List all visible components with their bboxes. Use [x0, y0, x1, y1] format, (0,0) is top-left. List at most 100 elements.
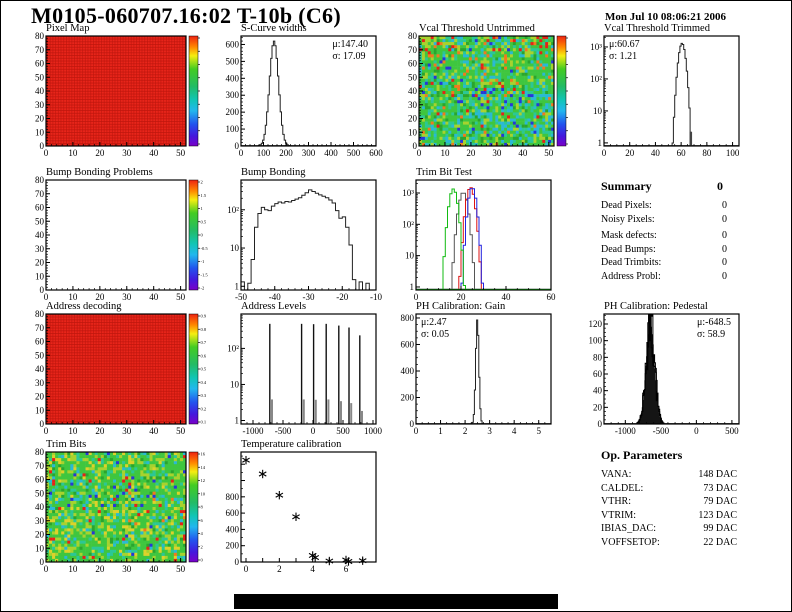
pixel-map-title: Pixel Map	[46, 23, 90, 34]
svg-text:300: 300	[226, 90, 240, 100]
vcal-threshold-untrimmed-plot: Vcal Threshold Untrimmed 0 10 20 30 40 50 0 10 20…	[389, 23, 584, 161]
op-parameter-label: VTHR:	[601, 496, 631, 507]
address-decoding-colorbar	[188, 313, 199, 425]
svg-text:2: 2	[201, 180, 203, 185]
summary-row: Dead Bumps: 0	[601, 243, 727, 257]
svg-text:20: 20	[466, 148, 476, 158]
bump-bonding-title: Bump Bonding	[241, 167, 306, 178]
svg-text:50: 50	[544, 148, 554, 158]
svg-text:20: 20	[35, 530, 45, 540]
bump-bonding-plot: Bump Bonding -50 -40 -30 -20 -10 1 10 10²	[214, 167, 386, 305]
svg-text:1: 1	[201, 206, 203, 211]
svg-text:1: 1	[235, 416, 240, 426]
svg-text:60: 60	[35, 337, 45, 347]
bump-bonding-content	[241, 189, 376, 290]
ph-calibration-gain-title: PH Calibration: Gain	[416, 301, 506, 312]
svg-text:20: 20	[593, 402, 603, 412]
trim-bits-content	[46, 452, 186, 562]
svg-text:30: 30	[122, 148, 131, 158]
bottom-black-bar	[234, 594, 558, 609]
svg-text:20: 20	[35, 114, 45, 124]
svg-text:40: 40	[502, 292, 512, 302]
svg-text:-40: -40	[269, 292, 281, 302]
svg-text:0: 0	[40, 141, 45, 151]
summary-row-value: 0	[722, 257, 727, 268]
svg-text:1: 1	[598, 138, 603, 148]
svg-text:0: 0	[40, 419, 45, 429]
ph-calibration-pedestal-stats: μ:-648.5 σ: 58.9	[697, 317, 731, 340]
svg-text:50: 50	[176, 148, 186, 158]
svg-text:40: 40	[149, 148, 159, 158]
svg-text:10³: 10³	[590, 42, 602, 52]
svg-text:70: 70	[35, 45, 45, 55]
ph-calibration-gain-stats-mu: μ:2.47	[421, 317, 447, 328]
svg-text:10³: 10³	[402, 188, 414, 198]
svg-text:30: 30	[122, 292, 131, 302]
svg-text:10: 10	[35, 127, 45, 137]
svg-text:30: 30	[122, 564, 131, 574]
svg-text:80: 80	[35, 309, 45, 319]
svg-text:50: 50	[35, 488, 45, 498]
svg-text:10: 10	[35, 271, 45, 281]
svg-text:10: 10	[68, 292, 78, 302]
svg-text:40: 40	[593, 386, 603, 396]
svg-text:0: 0	[44, 564, 49, 574]
svg-text:10²: 10²	[590, 74, 602, 84]
svg-text:-1.5: -1.5	[201, 272, 209, 277]
svg-text:40: 40	[518, 148, 528, 158]
address-decoding-content	[46, 314, 186, 424]
svg-text:60: 60	[408, 59, 418, 69]
op-parameter-label: CALDEL:	[601, 482, 644, 494]
svg-text:0: 0	[414, 292, 419, 302]
temperature-calibration-title: Temperature calibration	[241, 439, 342, 450]
bump-bonding-figure: -50 -40 -30 -20 -10 1 10 10²	[227, 179, 382, 302]
trim-bits-title: Trim Bits	[46, 439, 87, 450]
svg-text:60: 60	[35, 475, 45, 485]
pixel-map-content	[46, 36, 186, 146]
svg-text:20: 20	[95, 148, 105, 158]
svg-text:400: 400	[226, 524, 240, 534]
svg-text:80: 80	[35, 447, 45, 457]
ph-calibration-gain-plot: PH Calibration: Gain 0 1 2 3 4 5 0 200 400 600 800 μ…	[389, 301, 561, 439]
summary-row-label: Dead Pixels:	[601, 200, 652, 211]
svg-text:0: 0	[598, 419, 603, 429]
svg-text:-20: -20	[336, 292, 348, 302]
summary-block: Summary 0 Dead Pixels: 0 Noisy Pixels: 0 M…	[601, 179, 727, 283]
op-parameter-label: VANA:	[601, 469, 632, 480]
svg-text:0: 0	[40, 557, 45, 567]
svg-text:50: 50	[176, 564, 186, 574]
svg-text:600: 600	[401, 339, 415, 349]
op-parameters-heading: Op. Parameters	[601, 448, 683, 462]
vcal-threshold-trimmed-plot: Vcal Threshold Trimmed 0 20 40 60 80 100 1 10 10²…	[577, 23, 762, 161]
svg-text:8: 8	[201, 505, 204, 510]
svg-text:20: 20	[408, 114, 418, 124]
svg-text:70: 70	[35, 189, 45, 199]
svg-text:0: 0	[239, 148, 244, 158]
svg-text:10: 10	[35, 405, 45, 415]
svg-text:-10: -10	[370, 292, 382, 302]
svg-text:0.1: 0.1	[201, 420, 207, 425]
svg-text:3: 3	[487, 426, 492, 436]
op-parameter-value: 123 DAC	[698, 509, 737, 521]
svg-text:1000: 1000	[364, 426, 383, 436]
ph-calibration-pedestal-figure: -1000 -500 0 500 0 20 40 60 80 100 120	[589, 313, 740, 436]
trim-bits-colorbar	[188, 451, 199, 563]
svg-text:0: 0	[235, 557, 240, 567]
svg-text:0: 0	[410, 419, 415, 429]
summary-row-label: Address Probl:	[601, 270, 661, 282]
svg-text:0: 0	[235, 141, 240, 151]
svg-text:2: 2	[277, 564, 282, 574]
svg-text:200: 200	[401, 392, 415, 402]
s-curve-widths-title: S-Curve widths	[241, 23, 307, 34]
summary-heading: Summary	[601, 179, 652, 193]
summary-row: Noisy Pixels: 0	[601, 213, 727, 227]
ph-calibration-gain-figure: 0 1 2 3 4 5 0 200 400 600 800	[401, 313, 552, 436]
svg-text:14: 14	[201, 465, 206, 470]
svg-text:0.3: 0.3	[201, 393, 207, 398]
svg-text:100: 100	[226, 124, 240, 134]
summary-row-label: Dead Bumps:	[601, 243, 656, 255]
svg-text:100: 100	[726, 148, 740, 158]
svg-text:500: 500	[347, 148, 361, 158]
op-parameter-row: VANA: 148 DAC	[601, 468, 737, 482]
